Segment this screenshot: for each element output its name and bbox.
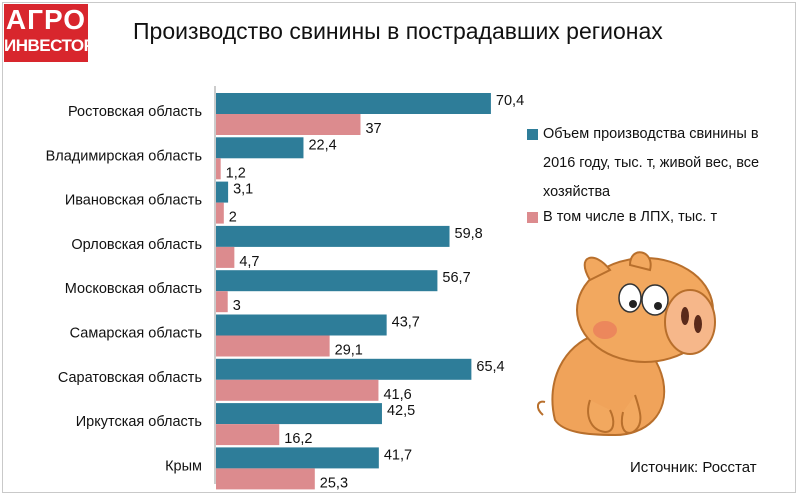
category-label: Московская область: [65, 281, 202, 297]
data-label-lph: 37: [365, 121, 381, 137]
legend-swatch-lph: [527, 212, 538, 223]
bar-lph: [216, 158, 221, 180]
data-label-total: 59,8: [455, 226, 483, 242]
bar-lph: [216, 202, 224, 224]
bar-lph: [216, 291, 228, 313]
bar-lph: [216, 424, 280, 446]
chart-title: Производство свинины в пострадавших реги…: [133, 18, 663, 44]
legend-item-total: Объем производства свинины в 2016 году, …: [543, 120, 793, 207]
bar-total: [216, 447, 379, 469]
bar-total: [216, 225, 450, 247]
bar-total: [216, 93, 491, 114]
data-label-lph: 3: [233, 298, 241, 314]
data-label-total: 70,4: [496, 93, 524, 109]
legend-item-lph: В том числе в ЛПХ, тыс. т: [543, 203, 793, 232]
legend-label-total: Объем производства свинины в 2016 году, …: [543, 126, 760, 200]
cartoon-pig-illustration: [537, 251, 716, 437]
data-label-total: 22,4: [308, 137, 336, 153]
bar-total: [216, 314, 387, 336]
legend-label-lph: В том числе в ЛПХ, тыс. т: [543, 209, 718, 225]
data-label-total: 42,5: [387, 403, 415, 419]
data-label-lph: 2: [229, 210, 237, 226]
data-label-total: 56,7: [442, 270, 470, 286]
category-label: Самарская область: [70, 326, 202, 342]
bar-lph: [216, 335, 330, 357]
category-label: Иркутская область: [76, 414, 202, 430]
category-label: Орловская область: [71, 237, 202, 253]
bar-total: [216, 403, 382, 425]
bar-lph: [216, 468, 315, 490]
data-label-lph: 4,7: [239, 254, 259, 270]
bar-total: [216, 181, 229, 203]
data-label-total: 41,7: [384, 447, 412, 463]
data-label-lph: 41,6: [383, 387, 411, 403]
legend-swatch-total: [527, 129, 538, 140]
bar-total: [216, 270, 438, 292]
logo-line-2: ИНВЕСТОР: [4, 36, 95, 55]
data-label-lph: 25,3: [320, 475, 348, 491]
data-label-lph: 16,2: [284, 431, 312, 447]
category-label: Владимирская область: [46, 148, 202, 164]
bar-lph: [216, 246, 235, 268]
bar-total: [216, 358, 472, 380]
data-label-total: 43,7: [392, 315, 420, 331]
data-label-total: 65,4: [476, 359, 504, 375]
category-label: Крым: [165, 458, 202, 474]
bar-lph: [216, 379, 379, 401]
agroinvestor-logo: АГРО ИНВЕСТОР: [4, 4, 95, 62]
data-source: Источник: Росстат: [630, 459, 757, 476]
bar-total: [216, 137, 304, 159]
data-label-lph: 1,2: [226, 165, 246, 181]
category-label: Ивановская область: [65, 193, 202, 209]
category-label: Саратовская область: [58, 370, 202, 386]
data-label-total: 3,1: [233, 182, 253, 198]
data-label-lph: 29,1: [335, 343, 363, 359]
bar-lph: [216, 114, 361, 135]
logo-line-1: АГРО: [5, 4, 87, 35]
category-label: Ростовская область: [68, 104, 202, 120]
